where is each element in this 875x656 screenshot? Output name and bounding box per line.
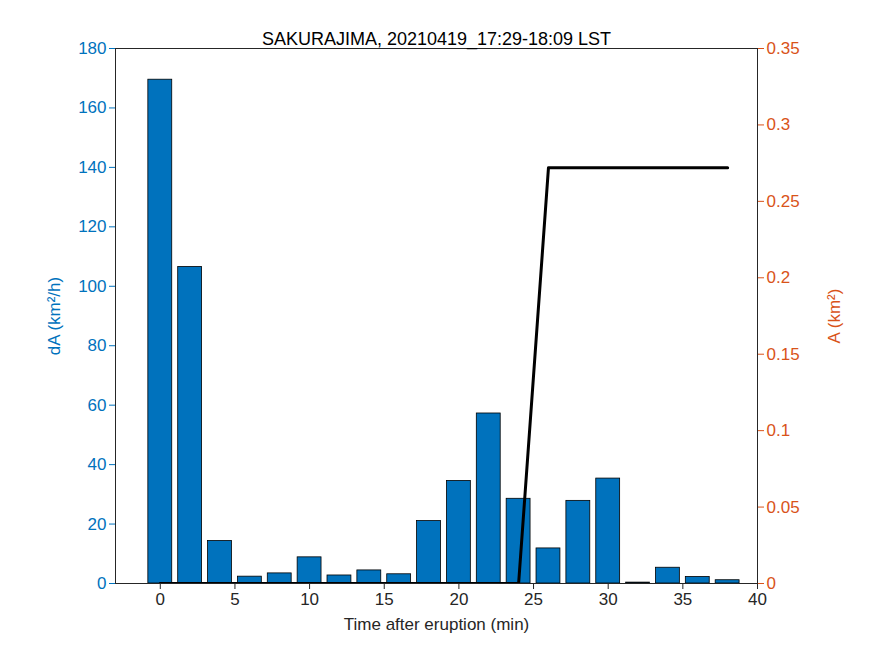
svg-text:100: 100: [78, 277, 106, 296]
svg-text:0.35: 0.35: [767, 39, 800, 58]
svg-text:40: 40: [748, 590, 767, 609]
svg-text:20: 20: [88, 514, 107, 533]
svg-text:0.15: 0.15: [767, 345, 800, 364]
svg-text:A (km²): A (km²): [825, 289, 844, 344]
svg-text:30: 30: [599, 590, 618, 609]
svg-text:10: 10: [300, 590, 319, 609]
svg-text:120: 120: [78, 217, 106, 236]
svg-text:20: 20: [449, 590, 468, 609]
svg-text:Time after eruption (min): Time after eruption (min): [344, 615, 529, 634]
svg-text:25: 25: [524, 590, 543, 609]
svg-text:0.25: 0.25: [767, 192, 800, 211]
svg-text:0.1: 0.1: [767, 421, 791, 440]
svg-text:180: 180: [78, 39, 106, 58]
svg-text:40: 40: [88, 455, 107, 474]
svg-text:0.3: 0.3: [767, 115, 791, 134]
svg-text:35: 35: [673, 590, 692, 609]
svg-text:0.2: 0.2: [767, 268, 791, 287]
svg-text:0.05: 0.05: [767, 498, 800, 517]
svg-text:0: 0: [767, 574, 776, 593]
svg-text:60: 60: [88, 396, 107, 415]
svg-text:160: 160: [78, 98, 106, 117]
svg-text:dA (km²/h): dA (km²/h): [45, 277, 64, 355]
svg-text:0: 0: [97, 574, 106, 593]
svg-text:SAKURAJIMA, 20210419_17:29-18:: SAKURAJIMA, 20210419_17:29-18:09 LST: [262, 29, 611, 50]
svg-text:80: 80: [88, 336, 107, 355]
svg-text:140: 140: [78, 158, 106, 177]
svg-text:0: 0: [156, 590, 165, 609]
svg-text:5: 5: [230, 590, 239, 609]
svg-text:15: 15: [375, 590, 394, 609]
